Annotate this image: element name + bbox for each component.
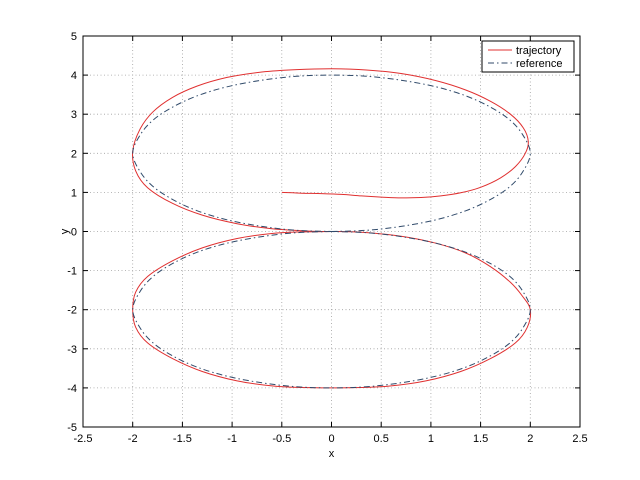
y-tick-label: 5 — [71, 31, 77, 43]
x-tick-label: -2.5 — [74, 433, 93, 445]
x-tick-label: -1.5 — [173, 433, 192, 445]
x-tick-label: -1 — [227, 433, 237, 445]
y-tick-label: 1 — [71, 187, 77, 199]
grid-lines — [83, 36, 580, 427]
y-tick-label: -4 — [67, 383, 77, 395]
y-tick-label: -1 — [67, 266, 77, 278]
y-tick-label: 2 — [71, 148, 77, 160]
y-tick-label: 0 — [71, 227, 77, 239]
y-tick-label: -2 — [67, 305, 77, 317]
series-layer — [132, 68, 532, 389]
x-tick-label: 0.5 — [374, 433, 389, 445]
tick-labels: -2.5 -2 -1.5 -1 -0.5 0 0.5 1 1.5 2 2.5 -5 -4 -3 -2 -1 0 1… — [67, 31, 587, 445]
series-line-reference — [132, 74, 531, 389]
x-tick-label: 2.5 — [572, 433, 587, 445]
x-tick-label: -0.5 — [272, 433, 291, 445]
y-axis-label: y — [59, 228, 71, 234]
legend: trajectory reference — [481, 40, 575, 73]
legend-label-trajectory: trajectory — [516, 45, 562, 57]
axis-ticks — [82, 35, 581, 428]
y-tick-label: 3 — [71, 109, 77, 121]
series-line-trajectory — [132, 68, 532, 389]
legend-box — [481, 40, 575, 73]
y-tick-label: -3 — [67, 344, 77, 356]
x-tick-label: 0 — [328, 433, 334, 445]
y-tick-label: 4 — [71, 70, 77, 82]
x-axis-label: x — [329, 448, 335, 460]
x-tick-label: 2 — [527, 433, 533, 445]
x-tick-label: 1 — [428, 433, 434, 445]
legend-label-reference: reference — [516, 58, 562, 70]
x-tick-label: 1.5 — [473, 433, 488, 445]
y-tick-label: -5 — [67, 422, 77, 434]
x-tick-label: -2 — [128, 433, 138, 445]
